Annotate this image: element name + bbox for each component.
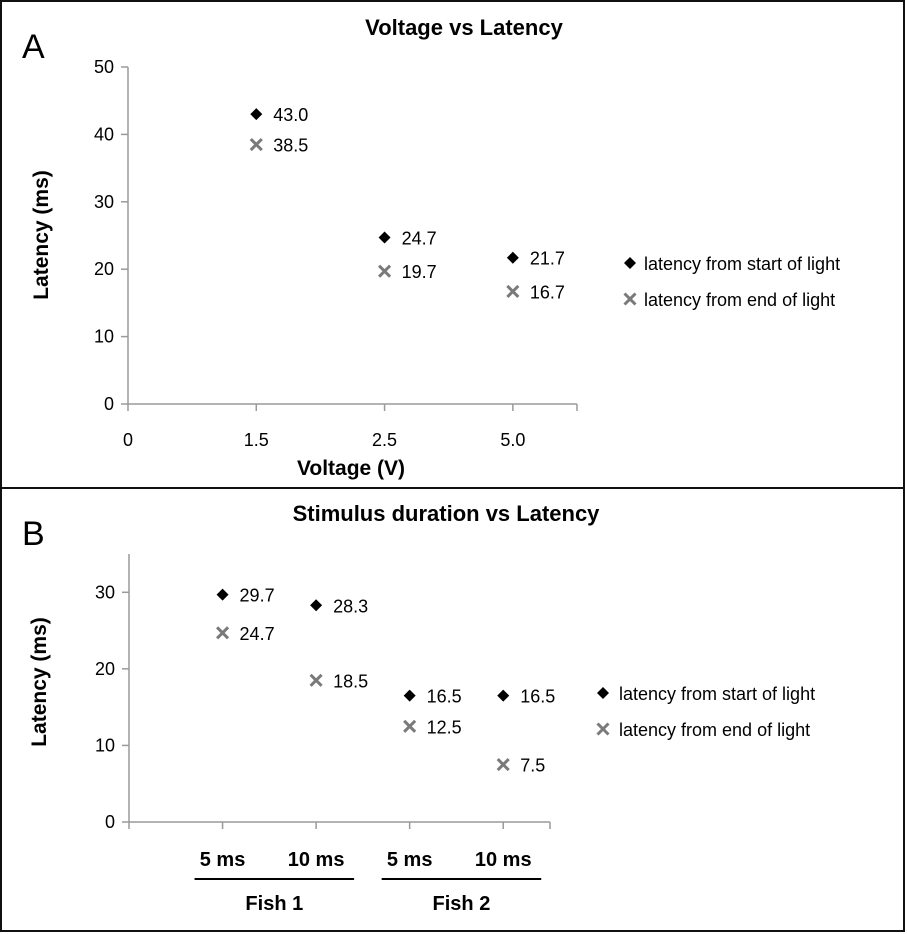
chart-a-svg: A Voltage vs Latency Latency (ms) Voltag… <box>22 15 840 480</box>
chart-panel-b: B Stimulus duration vs Latency Latency (… <box>0 487 905 932</box>
chart-b-legend-label: latency from end of light <box>619 720 810 740</box>
chart-b-legend-label: latency from start of light <box>619 684 815 704</box>
chart-a-point-1-0 <box>249 137 263 152</box>
chart-b-data-label: 18.5 <box>333 671 368 691</box>
chart-b-y-tick-label: 0 <box>105 812 115 832</box>
chart-a-point-0-0 <box>250 108 263 121</box>
chart-a-legend-label: latency from end of light <box>644 290 835 310</box>
chart-b-point-1-2 <box>403 719 417 733</box>
chart-a-legend: latency from start of light latency from … <box>623 254 840 310</box>
chart-a-plot-area: 0 10 20 30 40 50 0 1.5 2.5 5.0 43.0 24.7 21.7 38.5 19.… <box>94 57 578 450</box>
chart-b-plot-area: 0 10 20 30 5 ms 10 ms 5 ms 10 ms Fish 1 Fish 2 29.… <box>95 554 555 915</box>
chart-a-x-tick-label: 1.5 <box>244 430 269 450</box>
chart-panel-a: A Voltage vs Latency Latency (ms) Voltag… <box>0 0 905 489</box>
chart-b-point-0-1 <box>310 599 323 612</box>
chart-a-legend-marker-0 <box>624 257 636 269</box>
chart-a-y-tick-label: 20 <box>94 259 114 279</box>
chart-b-legend-marker-1-stroke-2 <box>596 722 610 736</box>
chart-a-point-1-1-stroke-2 <box>378 264 392 278</box>
chart-b-group-label: Fish 1 <box>245 893 303 915</box>
chart-a-data-label: 24.7 <box>402 229 437 249</box>
chart-a-legend-marker-1-stroke-2 <box>623 292 637 306</box>
chart-a-point-0-2 <box>506 251 519 264</box>
chart-b-x-tick-label: 10 ms <box>475 849 532 871</box>
chart-b-title: Stimulus duration vs Latency <box>293 501 601 526</box>
chart-b-data-label: 12.5 <box>427 717 462 737</box>
chart-a-legend-marker-1 <box>623 292 637 306</box>
chart-a-point-1-2-stroke-2 <box>506 284 520 299</box>
chart-a-y-tick-label: 10 <box>94 327 114 347</box>
chart-b-group-label: Fish 2 <box>433 893 491 915</box>
chart-a-y-tick-label: 40 <box>94 124 114 144</box>
chart-a-title: Voltage vs Latency <box>365 15 563 40</box>
chart-b-y-axis-title: Latency (ms) <box>28 617 51 747</box>
chart-b-point-1-0-stroke-2 <box>215 626 230 640</box>
chart-a-y-tick-label: 30 <box>94 192 114 212</box>
chart-b-point-1-1 <box>309 673 323 687</box>
chart-a-point-1-2 <box>506 284 520 299</box>
chart-b-data-label: 16.5 <box>427 687 462 707</box>
chart-b-svg: B Stimulus duration vs Latency Latency (… <box>22 501 815 915</box>
chart-b-point-1-3 <box>496 758 510 772</box>
chart-a-data-label: 38.5 <box>273 136 308 156</box>
chart-b-point-1-1-stroke-2 <box>309 673 323 687</box>
chart-b-point-0-0 <box>216 588 229 601</box>
chart-a-y-axis-title: Latency (ms) <box>30 170 53 300</box>
chart-a-x-tick-label: 5.0 <box>500 430 525 450</box>
chart-b-point-0-3 <box>497 689 510 702</box>
chart-a-y-tick-label: 50 <box>94 57 114 77</box>
chart-a-y-tick-label: 0 <box>104 394 114 414</box>
chart-b-point-1-3-stroke-2 <box>496 758 510 772</box>
chart-a-x-tick-label: 2.5 <box>372 430 397 450</box>
chart-a-data-label: 43.0 <box>273 105 308 125</box>
chart-b-data-label: 24.7 <box>240 624 275 644</box>
chart-b-legend-marker-1 <box>596 722 610 736</box>
chart-b-legend-marker-0 <box>597 687 609 699</box>
chart-a-legend-label: latency from start of light <box>644 254 840 274</box>
chart-b-point-1-0 <box>215 626 230 640</box>
chart-a-data-label: 19.7 <box>402 262 437 282</box>
chart-b-legend: latency from start of light latency from … <box>596 684 815 740</box>
chart-b-point-0-2 <box>403 689 416 702</box>
chart-b-point-1-2-stroke-2 <box>403 719 417 733</box>
chart-a-x-axis-title: Voltage (V) <box>297 457 405 480</box>
chart-a-x-tick-label: 0 <box>123 430 133 450</box>
chart-b-y-tick-label: 30 <box>95 582 115 602</box>
chart-b-x-tick-label: 10 ms <box>288 849 345 871</box>
chart-a-data-label: 16.7 <box>530 282 565 302</box>
chart-b-data-label: 16.5 <box>520 687 555 707</box>
chart-b-y-tick-label: 10 <box>95 735 115 755</box>
chart-a-point-1-0-stroke-2 <box>249 137 263 152</box>
chart-b-data-label: 29.7 <box>240 586 275 606</box>
chart-b-data-label: 28.3 <box>333 596 368 616</box>
panel-label-b: B <box>22 515 45 553</box>
chart-a-data-label: 21.7 <box>530 249 565 269</box>
chart-b-data-label: 7.5 <box>520 756 545 776</box>
panel-label-a: A <box>22 28 45 66</box>
chart-b-y-tick-label: 20 <box>95 659 115 679</box>
chart-b-x-tick-label: 5 ms <box>200 849 246 871</box>
chart-a-point-1-1 <box>378 264 392 278</box>
chart-b-x-tick-label: 5 ms <box>387 849 433 871</box>
chart-a-point-0-1 <box>378 231 391 244</box>
